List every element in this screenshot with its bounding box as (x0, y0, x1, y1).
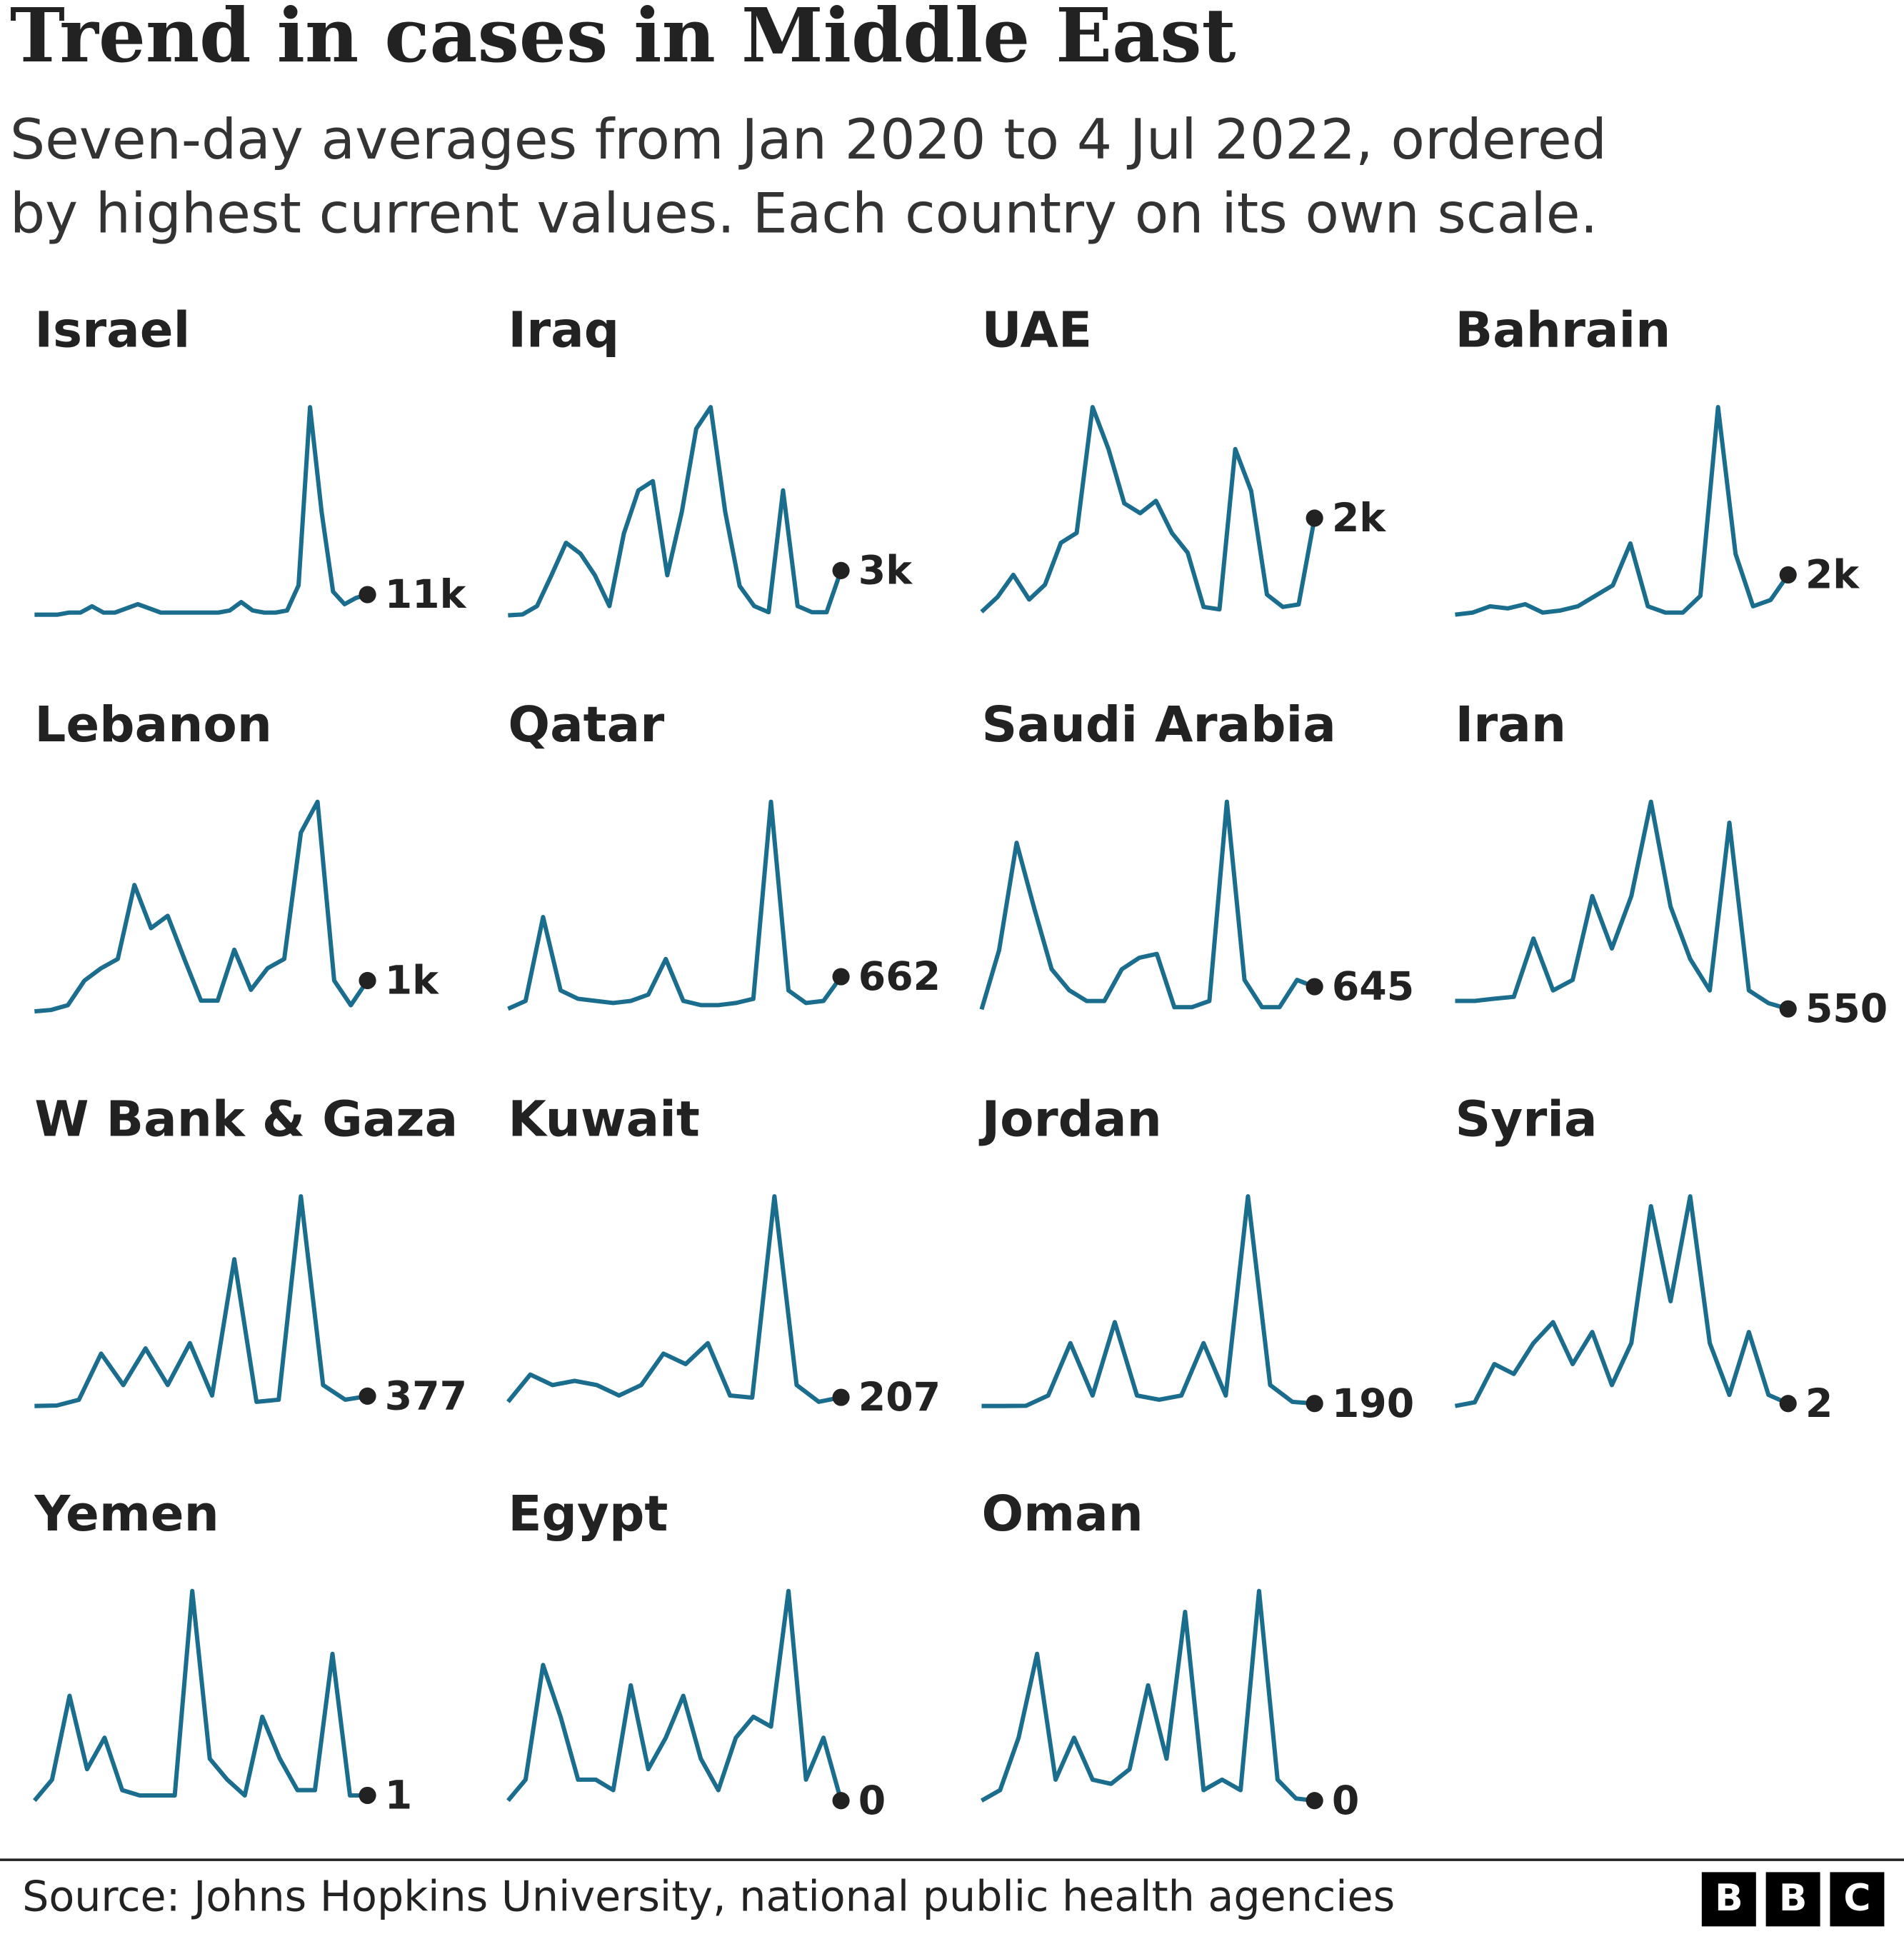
data-label: 0 (858, 1778, 886, 1824)
panel-title: Bahrain (1455, 302, 1670, 359)
line (506, 1588, 843, 1803)
panel-title: Jordan (978, 1091, 1161, 1148)
end-dot (359, 586, 376, 603)
end-dot (1306, 509, 1323, 527)
line (506, 1194, 842, 1404)
data-label: 377 (385, 1373, 467, 1419)
data-label: 207 (858, 1375, 941, 1421)
line (980, 405, 1317, 613)
data-label: 11k (385, 572, 467, 618)
logo-letter: B (1715, 1877, 1743, 1920)
data-label: 2k (1805, 553, 1860, 598)
data-label: 0 (1332, 1778, 1359, 1824)
data-label: 2k (1332, 496, 1386, 541)
logo-box (1830, 1872, 1885, 1927)
logo-box (1765, 1872, 1820, 1927)
end-dot (1306, 978, 1323, 996)
end-dot (359, 971, 376, 990)
line (981, 1194, 1315, 1408)
data-label: 1k (385, 958, 439, 1004)
panel-title: Syria (1455, 1091, 1597, 1148)
end-dot (359, 1786, 376, 1804)
end-dot (359, 1387, 376, 1405)
end-dot (832, 561, 850, 579)
logo-box (1701, 1872, 1756, 1927)
data-label: 1 (385, 1773, 412, 1818)
panel-title: Qatar (508, 696, 664, 753)
panel-title: Egypt (508, 1485, 668, 1543)
data-label: 3k (858, 548, 913, 593)
line (1454, 1194, 1789, 1408)
subtitle: Seven-day averages from Jan 2020 to 4 Ju… (10, 108, 1607, 172)
panel-title: Iran (1455, 696, 1566, 753)
panel-title: Saudi Arabia (981, 696, 1336, 753)
subtitle: by highest current values. Each country … (10, 182, 1598, 246)
logo-letter: B (1779, 1877, 1807, 1920)
data-label: 662 (858, 954, 941, 1000)
source: Source: Johns Hopkins University, nation… (22, 1872, 1395, 1920)
line (1455, 405, 1790, 617)
panel-title: Lebanon (34, 696, 272, 753)
end-dot (832, 1388, 850, 1406)
line (507, 799, 843, 1011)
end-dot (1306, 1395, 1323, 1413)
chart-title: Trend in cases in Middle East (10, 0, 1236, 79)
panel-title: Iraq (508, 302, 619, 359)
line (33, 1588, 368, 1803)
data-label: 190 (1332, 1381, 1414, 1427)
panel-title: Israel (34, 302, 190, 359)
end-dot (832, 1792, 850, 1810)
end-dot (1779, 1000, 1797, 1018)
line (980, 1588, 1315, 1803)
line (1455, 799, 1789, 1011)
line (34, 405, 369, 617)
data-label: 645 (1332, 964, 1414, 1010)
data-label: 550 (1805, 986, 1888, 1032)
line (508, 405, 843, 618)
logo-letter: C (1843, 1877, 1870, 1920)
end-dot (1779, 566, 1797, 584)
end-dot (1306, 1792, 1323, 1810)
line (34, 799, 370, 1014)
data-label: 2 (1805, 1381, 1833, 1427)
end-dot (832, 968, 850, 986)
panel-title: Yemen (34, 1485, 219, 1543)
panel-title: Kuwait (508, 1091, 700, 1148)
panel-title: UAE (981, 302, 1092, 359)
line (979, 799, 1316, 1011)
panel-title: W Bank & Gaza (34, 1091, 458, 1148)
panel-title: Oman (981, 1485, 1143, 1543)
end-dot (1779, 1395, 1797, 1413)
line (34, 1194, 369, 1408)
